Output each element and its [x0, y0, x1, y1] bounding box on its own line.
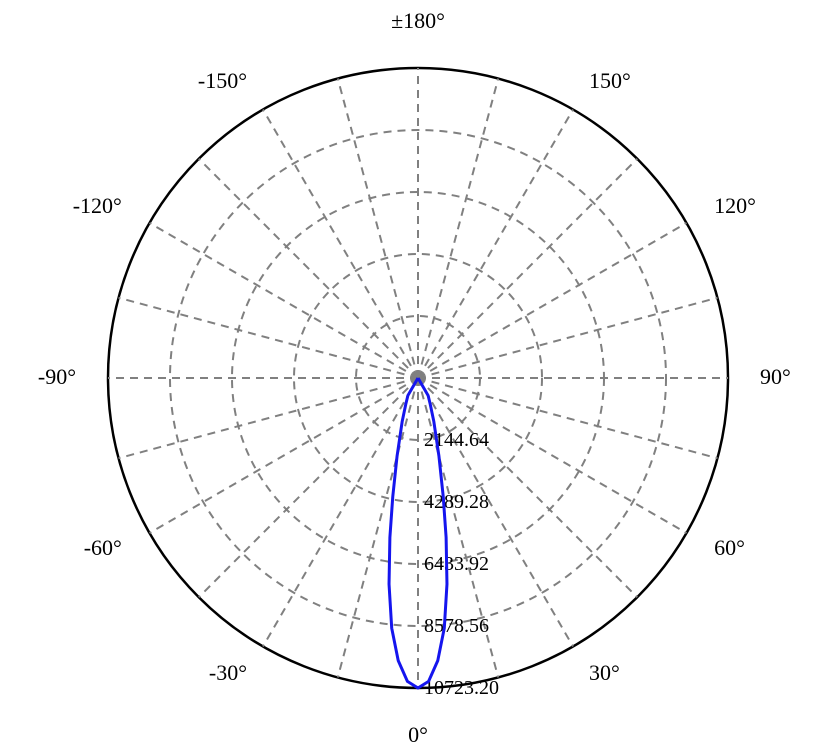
angle-label: 60° — [714, 535, 745, 560]
angle-label: -60° — [84, 535, 122, 560]
grid-spoke — [263, 110, 418, 378]
grid-spoke — [418, 223, 686, 378]
grid-spoke — [263, 378, 418, 646]
radial-tick-label: 6433.92 — [424, 553, 489, 575]
grid-spoke — [150, 378, 418, 533]
angle-label: -150° — [198, 68, 247, 93]
grid-spoke — [150, 223, 418, 378]
grid-spoke — [199, 378, 418, 597]
angle-label: 30° — [589, 660, 620, 685]
grid-spoke — [338, 79, 418, 378]
angle-label: -30° — [209, 660, 247, 685]
radial-tick-label: 8578.56 — [424, 615, 489, 637]
grid-spoke — [418, 110, 573, 378]
angle-label: 0° — [408, 722, 428, 747]
angle-label: ±180° — [391, 8, 445, 33]
grid-spoke — [418, 79, 498, 378]
polar-svg: ±180° 150° -150° 120° -120° 90° -90° 60° -60° 30°… — [0, 0, 836, 755]
radial-tick-label: 2144.64 — [424, 429, 489, 451]
angle-label: 150° — [589, 68, 631, 93]
polar-chart: ±180° 150° -150° 120° -120° 90° -90° 60° -60° 30°… — [0, 0, 836, 755]
grid-spoke — [418, 159, 637, 378]
radial-tick-label: 10723.20 — [424, 677, 499, 699]
grid-spoke — [119, 378, 418, 458]
angle-label: 90° — [760, 364, 791, 389]
angle-label: -120° — [73, 193, 122, 218]
grid-spoke — [119, 298, 418, 378]
radial-tick-label: 4289.28 — [424, 491, 489, 513]
grid-spoke — [418, 298, 717, 378]
angle-label: 120° — [714, 193, 756, 218]
grid-spoke — [199, 159, 418, 378]
grid-spoke — [338, 378, 418, 677]
angle-label: -90° — [38, 364, 76, 389]
